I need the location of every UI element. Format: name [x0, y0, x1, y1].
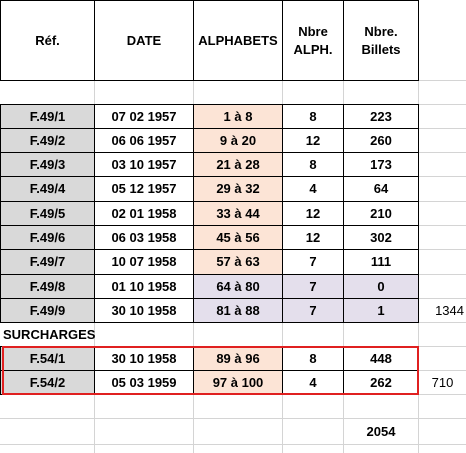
cell: 45 à 56 [193, 225, 283, 250]
cell: 4 [282, 176, 344, 202]
cell: 262 [343, 370, 419, 395]
cell: F.49/6 [0, 225, 95, 250]
cell: 81 à 88 [193, 298, 283, 323]
cell: 111 [343, 249, 419, 275]
cell: 210 [343, 201, 419, 226]
header-cell: Nbre. Billets [343, 0, 419, 81]
cell: F.49/2 [0, 128, 95, 153]
cell: 173 [343, 152, 419, 177]
cell: 30 10 1958 [94, 298, 194, 323]
cell: F.49/9 [0, 298, 95, 323]
cell: 06 03 1958 [94, 225, 194, 250]
cell: 7 [282, 298, 344, 323]
cell: 07 02 1957 [94, 104, 194, 129]
cell: 97 à 100 [193, 370, 283, 395]
cell: 9 à 20 [193, 128, 283, 153]
cell: 7 [282, 249, 344, 275]
cell: F.49/4 [0, 176, 95, 202]
cell: 30 10 1958 [94, 346, 194, 371]
grid-line [0, 444, 466, 445]
cell: 302 [343, 225, 419, 250]
cell: 260 [343, 128, 419, 153]
cell: F.49/1 [0, 104, 95, 129]
cell: 223 [343, 104, 419, 129]
cell: F.49/7 [0, 249, 95, 275]
cell: F.49/8 [0, 274, 95, 299]
cell: 05 03 1959 [94, 370, 194, 395]
cell: 01 10 1958 [94, 274, 194, 299]
cell: F.49/3 [0, 152, 95, 177]
cell: F.54/2 [0, 370, 95, 395]
cell: 7 [282, 274, 344, 299]
cell: 21 à 28 [193, 152, 283, 177]
cell: 03 10 1957 [94, 152, 194, 177]
cell: 29 à 32 [193, 176, 283, 202]
header-cell: DATE [94, 0, 194, 81]
cell: 8 [282, 152, 344, 177]
header-cell: ALPHABETS [193, 0, 283, 81]
header-cell: Réf. [0, 0, 95, 81]
cell: 33 à 44 [193, 201, 283, 226]
cell: 1 [343, 298, 419, 323]
cell: 12 [282, 128, 344, 153]
cell: 0 [343, 274, 419, 299]
cell: 06 06 1957 [94, 128, 194, 153]
header-cell: Nbre ALPH. [282, 0, 344, 81]
cell: 12 [282, 225, 344, 250]
cell: 05 12 1957 [94, 176, 194, 202]
grid-line [0, 418, 466, 419]
subtotal: 710 [431, 374, 454, 390]
cell: 10 07 1958 [94, 249, 194, 275]
cell: 1 à 8 [193, 104, 283, 129]
section-label: SURCHARGES [3, 326, 96, 342]
cell: 12 [282, 201, 344, 226]
subtotal: 1344 [435, 302, 464, 318]
cell: 64 à 80 [193, 274, 283, 299]
total: 2054 [366, 423, 396, 439]
cell: 64 [343, 176, 419, 202]
cell: 8 [282, 104, 344, 129]
highlight-box [2, 346, 419, 395]
cell: F.49/5 [0, 201, 95, 226]
cell: 57 à 63 [193, 249, 283, 275]
cell: 02 01 1958 [94, 201, 194, 226]
